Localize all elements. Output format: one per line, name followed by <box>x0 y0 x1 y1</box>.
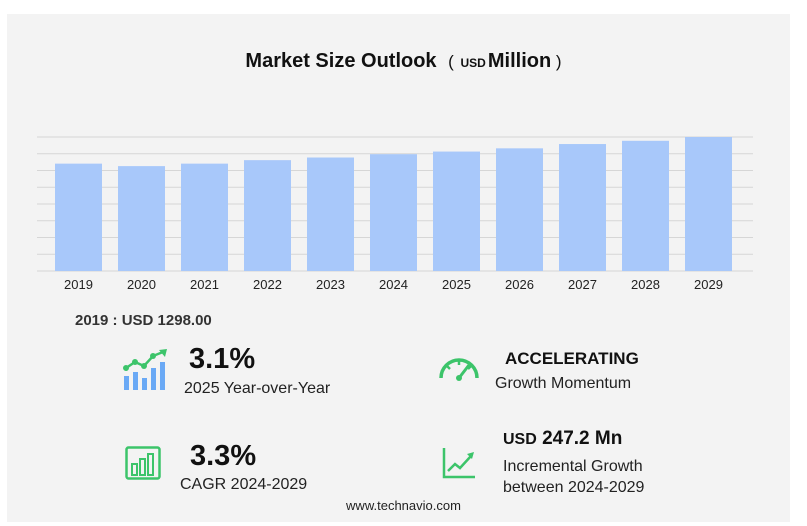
x-tick-label: 2026 <box>505 277 534 292</box>
x-tick-label: 2024 <box>379 277 408 292</box>
bar-2025 <box>433 151 480 271</box>
line-trend-icon <box>442 448 475 479</box>
bar-2028 <box>622 140 669 271</box>
x-tick-label: 2028 <box>631 277 660 292</box>
x-tick-label: 2019 <box>64 277 93 292</box>
bar-2020 <box>118 166 165 271</box>
bar-chart-icon <box>125 446 161 480</box>
bar-2026 <box>496 148 543 271</box>
bar-2023 <box>307 157 354 271</box>
unit-currency: USD <box>460 56 486 70</box>
bar-2029 <box>685 137 732 271</box>
bar-2021 <box>181 163 228 271</box>
incremental-value: USD 247.2 Mn <box>503 428 622 450</box>
incremental-caption-2: between 2024-2029 <box>503 479 645 496</box>
x-tick-label: 2020 <box>127 277 156 292</box>
x-tick-label: 2029 <box>694 277 723 292</box>
momentum-caption: Growth Momentum <box>495 375 632 392</box>
x-tick-label: 2021 <box>190 277 219 292</box>
cagr-caption: CAGR 2024-2029 <box>180 476 308 493</box>
unit-scale: Million <box>487 50 552 72</box>
yoy-caption: 2025 Year-over-Year <box>184 380 331 397</box>
momentum-value: ACCELERATING <box>505 349 639 368</box>
x-tick-label: 2023 <box>316 277 345 292</box>
x-tick-label: 2025 <box>442 277 471 292</box>
incremental-currency: USD <box>503 431 537 448</box>
bar-growth-icon <box>123 349 167 390</box>
unit-label: ( USD Million ) <box>448 50 562 72</box>
bar-2019 <box>55 163 102 271</box>
footer-url: www.technavio.com <box>346 498 461 513</box>
incremental-amount: 247.2 Mn <box>542 428 623 449</box>
base-year-value: 2019 : USD 1298.00 <box>75 312 212 329</box>
speedometer-icon <box>439 358 479 381</box>
yoy-value: 3.1% <box>189 343 256 375</box>
bar-2024 <box>370 154 417 271</box>
cagr-value: 3.3% <box>190 440 257 472</box>
bar-2022 <box>244 160 291 271</box>
chart-title: Market Size Outlook ( USD Million ) <box>0 50 807 73</box>
chart-title-text: Market Size Outlook <box>245 50 437 72</box>
bar-chart <box>37 136 753 272</box>
x-tick-label: 2022 <box>253 277 282 292</box>
bar-2027 <box>559 144 606 271</box>
x-tick-label: 2027 <box>568 277 597 292</box>
incremental-caption-1: Incremental Growth <box>503 458 643 475</box>
